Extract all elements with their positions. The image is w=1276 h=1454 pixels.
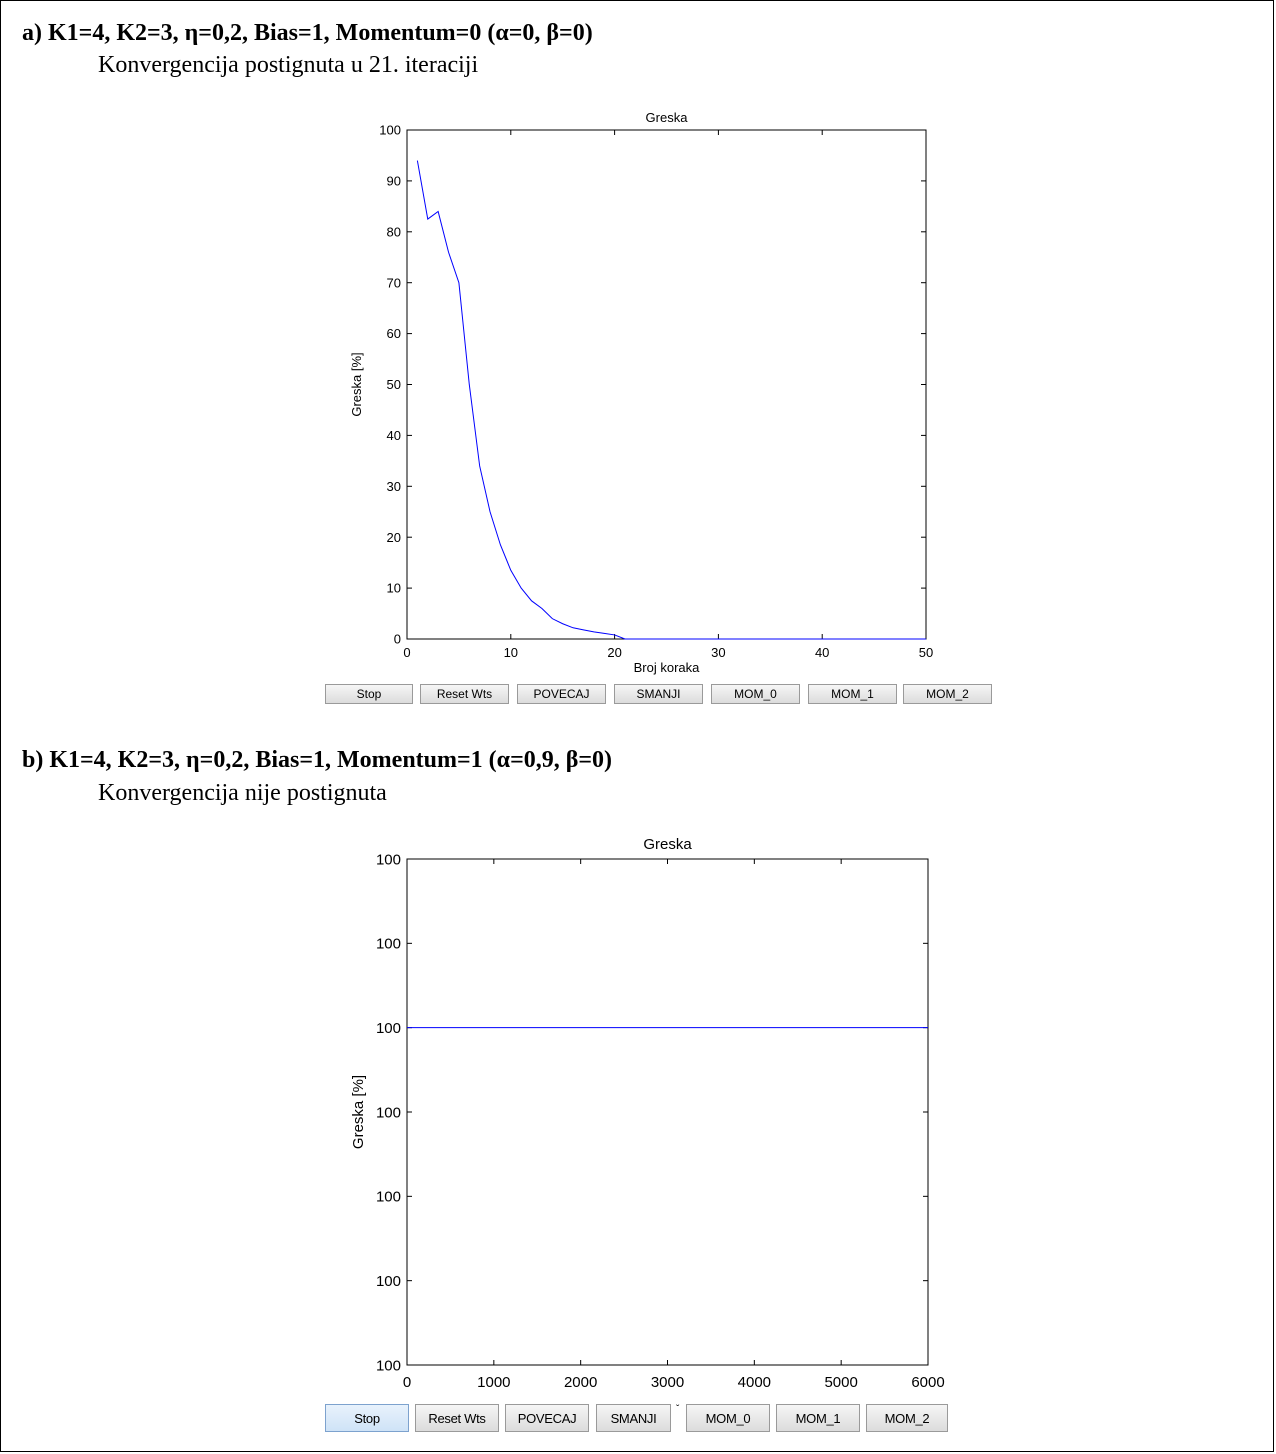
y-tick-label: 60	[387, 326, 401, 341]
y-tick-label: 100	[376, 1189, 401, 1206]
reset-wts-button[interactable]: Reset Wts	[415, 1404, 499, 1432]
y-tick-label: 100	[376, 1020, 401, 1037]
x-tick-label: 2000	[564, 1374, 597, 1391]
mom-1-button[interactable]: MOM_1	[808, 684, 897, 704]
y-tick-label: 100	[376, 1273, 401, 1290]
y-tick-label: 40	[387, 428, 401, 443]
x-tick-label: 3000	[651, 1374, 684, 1391]
y-tick-label: 100	[376, 1357, 401, 1374]
plot-axes-box	[406, 858, 929, 1366]
y-tick-label: 100	[379, 123, 401, 138]
x-tick-label: 0	[403, 1374, 411, 1391]
chart-title: Greska	[643, 836, 692, 853]
stop-button[interactable]: Stop	[325, 684, 413, 704]
section-a-button-row: Stop Reset Wts POVECAJ SMANJI MOM_0 MOM_…	[0, 684, 1276, 706]
y-tick-label: 80	[387, 224, 401, 239]
x-tick-label: 6000	[911, 1374, 944, 1391]
chart-a: Greska 0 10 20 30 40 50 0 10 20 30 40 50 60 70 80 90 100 B…	[349, 110, 933, 675]
section-a-heading: a) K1=4, K2=3, η=0,2, Bias=1, Momentum=0…	[22, 20, 593, 46]
stop-button[interactable]: Stop	[325, 1404, 409, 1432]
x-tick-label: 4000	[738, 1374, 771, 1391]
section-b-subheading: Konvergencija nije postignuta	[98, 780, 387, 806]
x-axis-label: Broj koraka	[634, 660, 701, 675]
y-axis-label: Greska [%]	[350, 1075, 367, 1149]
y-tick-label: 100	[376, 851, 401, 868]
y-axis-label: Greska [%]	[349, 352, 364, 416]
y-tick-label: 100	[376, 1104, 401, 1121]
y-tick-label: 20	[387, 530, 401, 545]
section-a-subheading: Konvergencija postignuta u 21. iteraciji	[98, 52, 479, 78]
y-tick-label: 70	[387, 275, 401, 290]
mom-0-button[interactable]: MOM_0	[686, 1404, 770, 1432]
smanji-button[interactable]: SMANJI	[596, 1404, 671, 1432]
stray-mark: ˇ	[676, 1404, 680, 1415]
reset-wts-button[interactable]: Reset Wts	[420, 684, 509, 704]
mom-0-button[interactable]: MOM_0	[711, 684, 800, 704]
x-tick-label: 0	[403, 645, 410, 660]
x-tick-label: 40	[815, 645, 829, 660]
chart-title: Greska	[646, 110, 689, 125]
x-tick-label: 30	[711, 645, 725, 660]
mom-2-button[interactable]: MOM_2	[866, 1404, 948, 1432]
smanji-button[interactable]: SMANJI	[614, 684, 703, 704]
section-b-heading: b) K1=4, K2=3, η=0,2, Bias=1, Momentum=1…	[22, 747, 613, 773]
x-tick-label: 20	[607, 645, 621, 660]
povecaj-button[interactable]: POVECAJ	[505, 1404, 589, 1432]
y-tick-label: 30	[387, 479, 401, 494]
y-tick-label: 10	[387, 581, 401, 596]
y-tick-label: 0	[394, 632, 401, 647]
y-tick-label: 90	[387, 173, 401, 188]
mom-2-button[interactable]: MOM_2	[903, 684, 992, 704]
section-b-button-row: Stop Reset Wts POVECAJ SMANJI ˇ MOM_0 MO…	[0, 1404, 1276, 1432]
series-line	[416, 160, 926, 640]
povecaj-button[interactable]: POVECAJ	[517, 684, 606, 704]
mom-1-button[interactable]: MOM_1	[776, 1404, 860, 1432]
x-tick-label: 50	[919, 645, 933, 660]
y-tick-label: 50	[387, 377, 401, 392]
x-tick-label: 1000	[477, 1374, 510, 1391]
x-tick-label: 10	[504, 645, 518, 660]
x-tick-label: 5000	[824, 1374, 857, 1391]
y-tick-label: 100	[376, 936, 401, 953]
